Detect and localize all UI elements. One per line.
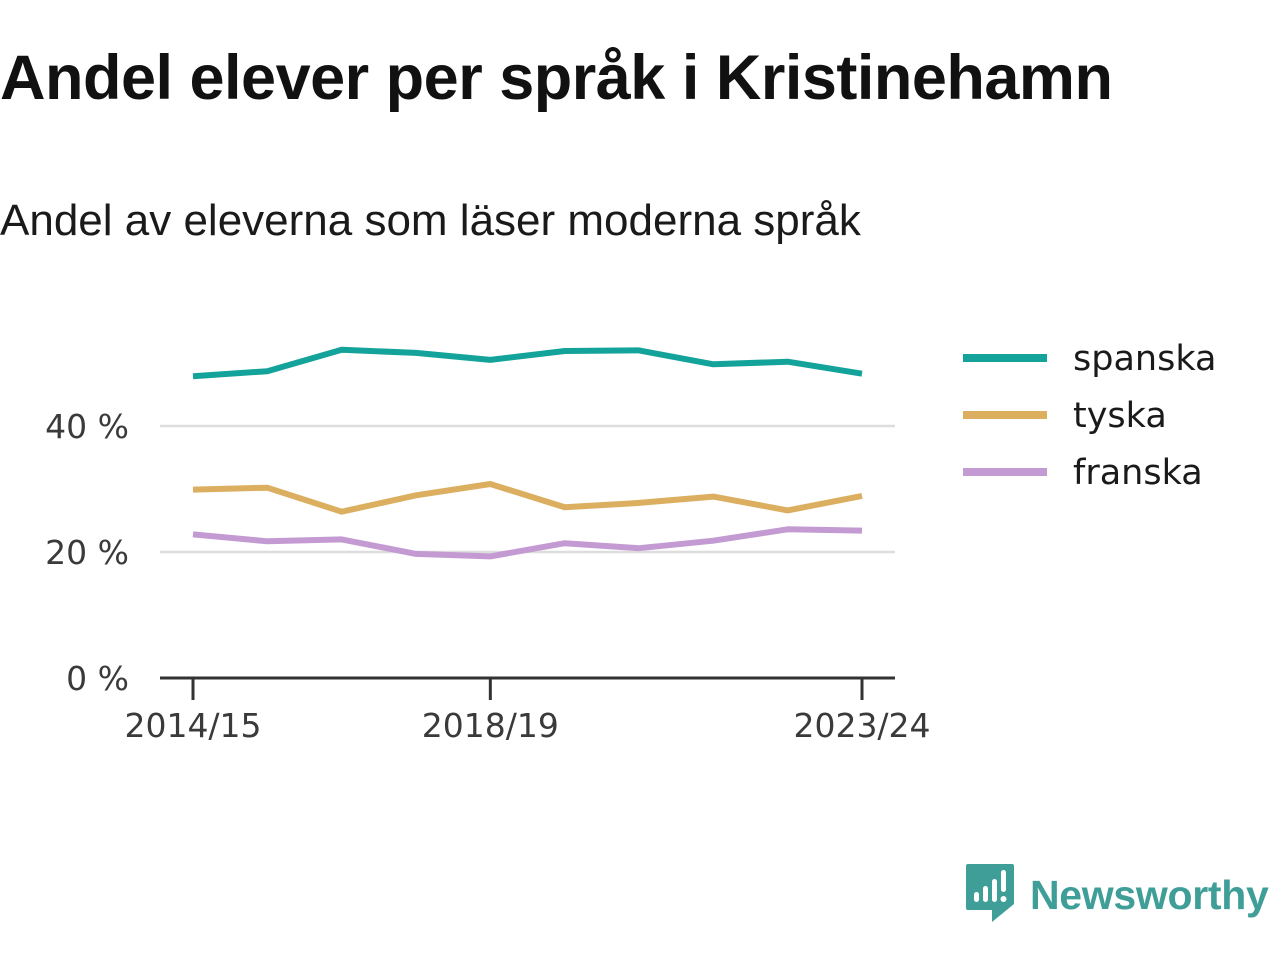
x-tick-label: 2023/24 (793, 706, 930, 745)
x-tick-label: 2014/15 (124, 706, 261, 745)
y-tick-label: 0 % (66, 659, 129, 698)
legend-label-tyska: tyska (1073, 396, 1167, 436)
brand-logo: Newsworthy (964, 862, 1269, 929)
y-tick-label: 40 % (45, 407, 129, 446)
legend: spanska tyska franska (963, 339, 1216, 493)
chart-subtitle: Andel av eleverna som läser moderna språ… (0, 196, 861, 245)
x-tick-label: 2018/19 (422, 706, 559, 745)
brand-name: Newsworthy (1030, 871, 1269, 918)
series-lines (192, 346, 863, 560)
series-line-franska (192, 526, 863, 560)
newsworthy-logo-icon (964, 862, 1016, 929)
legend-label-franska: franska (1073, 453, 1203, 493)
x-axis: 2014/15 2018/19 2023/24 (124, 676, 931, 745)
legend-label-spanska: spanska (1073, 339, 1216, 379)
series-line-tyska (192, 481, 863, 515)
series-line-spanska (192, 346, 863, 380)
y-axis-labels: 0 % 20 % 40 % (45, 407, 129, 698)
y-tick-label: 20 % (45, 533, 129, 572)
chart-title: Andel elever per språk i Kristinehamn (0, 43, 1113, 113)
